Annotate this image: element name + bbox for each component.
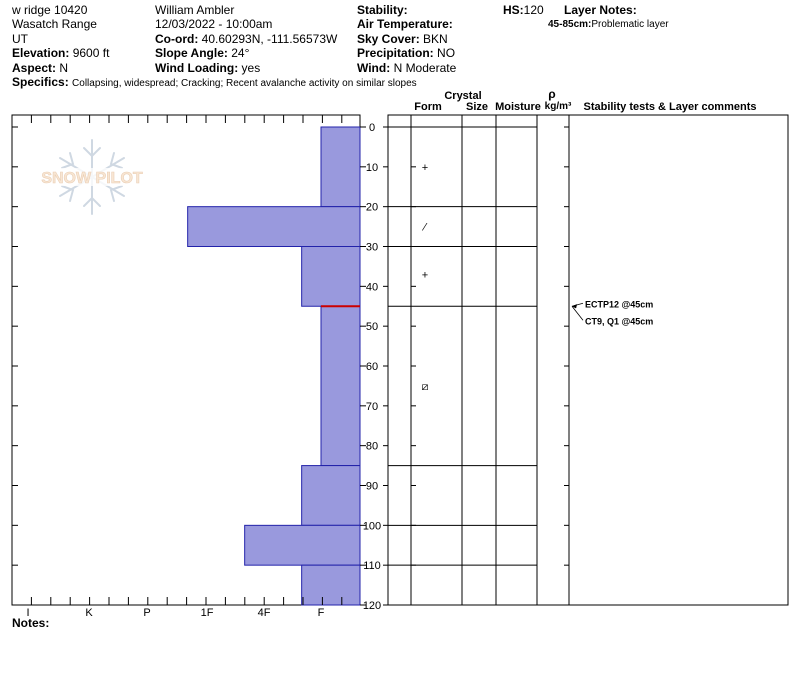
precip-value: NO <box>437 46 456 60</box>
depth-label-100: 100 <box>363 520 381 532</box>
stability-test-label-1: CT9, Q1 @45cm <box>585 316 653 326</box>
observation-datetime: 12/03/2022 - 10:00am <box>155 17 273 31</box>
form-header: Form <box>414 101 442 113</box>
hardness-bar-4 <box>301 465 361 526</box>
wind-value: N Moderate <box>393 61 457 75</box>
coordinates: Co-ord: 40.60293N, -111.56573W <box>155 32 337 46</box>
hardness-tick-label-I: I <box>26 607 29 619</box>
hardness-top-ticks <box>11 115 343 123</box>
depth-label-80: 80 <box>366 441 378 453</box>
air-temp-label: Air Temperature: <box>357 17 453 31</box>
depth-label-0: 0 <box>369 122 375 134</box>
slope-label: Slope Angle: <box>155 46 228 60</box>
snowpilot-watermark: SNOW PILOT <box>30 139 154 215</box>
moisture-header: Moisture <box>495 101 541 113</box>
hardness-tick-label-4F: 4F <box>258 607 271 619</box>
precipitation: Precipitation: NO <box>357 46 455 60</box>
snow-height: HS:120 <box>503 3 544 17</box>
layer-notes-label: Layer Notes: <box>564 3 637 17</box>
stability-test-label-0: ECTP12 @45cm <box>585 299 653 309</box>
hardness-bar-2 <box>301 246 361 307</box>
grain-form-2: + <box>422 269 428 281</box>
crystal-header: Crystal <box>444 90 481 102</box>
notes-label: Notes: <box>12 616 50 630</box>
depth-label-70: 70 <box>366 401 378 413</box>
hardness-tick-label-F: F <box>318 607 325 619</box>
rho-header: ρ <box>548 87 555 101</box>
wind-label: Wind: <box>357 61 391 75</box>
grain-form-1: ⁄ <box>421 222 428 234</box>
hardness-tick-label-1F: 1F <box>201 607 214 619</box>
observer-name: William Ambler <box>155 3 235 17</box>
slope-angle: Slope Angle: 24° <box>155 46 249 60</box>
elevation-label: Elevation: <box>12 46 70 60</box>
aspect: Aspect: N <box>12 61 68 75</box>
elevation-value: 9600 ft <box>72 46 110 60</box>
notes: Notes: <box>12 616 49 630</box>
hardness-bar-1 <box>187 206 361 248</box>
sky-cover: Sky Cover: BKN <box>357 32 448 46</box>
grain-form-0: + <box>422 162 428 174</box>
hardness-tick-label-K: K <box>85 607 93 619</box>
depth-axis: 0 10 20 30 40 50 60 70 80 90 100 110 120 <box>12 122 569 612</box>
depth-label-10: 10 <box>366 162 378 174</box>
wind-loading-value: yes <box>241 61 261 75</box>
hardness-bar-6 <box>301 564 361 606</box>
specifics-label: Specifics: <box>12 75 69 89</box>
wind: Wind: N Moderate <box>357 61 456 75</box>
hs-value: 120 <box>523 3 544 17</box>
hs-label: HS: <box>503 3 524 17</box>
wind-loading-label: Wind Loading: <box>155 61 239 75</box>
layer-notes: Layer Notes: <box>564 3 637 17</box>
coord-value: 40.60293N, -111.56573W <box>201 32 338 46</box>
layer-note-range: 45-85cm: <box>548 19 592 30</box>
specifics: Specifics: Collapsing, widespread; Crack… <box>12 75 417 91</box>
depth-label-60: 60 <box>366 361 378 373</box>
state-name: UT <box>12 32 28 46</box>
aspect-value: N <box>59 61 69 75</box>
density-unit-header: kg/m³ <box>545 101 572 112</box>
hardness-tick-label-P: P <box>143 607 150 619</box>
layer-note: 45-85cm:Problematic layer <box>548 18 669 32</box>
stability: Stability: <box>357 3 408 17</box>
size-header: Size <box>466 101 488 113</box>
aspect-label: Aspect: <box>12 61 57 75</box>
stability-header: Stability tests & Layer comments <box>583 101 756 113</box>
depth-label-120: 120 <box>363 600 381 612</box>
depth-label-90: 90 <box>366 481 378 493</box>
stability-label: Stability: <box>357 3 408 17</box>
depth-label-110: 110 <box>363 560 381 572</box>
hardness-bar-5 <box>244 524 361 566</box>
specifics-value: Collapsing, widespread; Cracking; Recent… <box>72 78 417 89</box>
hardness-bars <box>187 126 361 606</box>
location-name: w ridge 10420 <box>12 3 88 17</box>
stability-test-leader-1 <box>571 306 584 321</box>
slope-value: 24° <box>231 46 250 60</box>
sky-value: BKN <box>423 32 448 46</box>
elevation: Elevation: 9600 ft <box>12 46 109 60</box>
stability-test-arrowhead-1 <box>572 304 577 309</box>
hardness-bar-3 <box>320 305 361 467</box>
depth-label-40: 40 <box>366 281 378 293</box>
layer-grid-frame <box>387 114 789 606</box>
stability-tests: ECTP12 @45cm CT9, Q1 @45cm <box>571 299 653 326</box>
range-name: Wasatch Range <box>12 17 97 31</box>
coord-label: Co-ord: <box>155 32 199 46</box>
depth-label-50: 50 <box>366 321 378 333</box>
depth-label-20: 20 <box>366 202 378 214</box>
depth-label-30: 30 <box>366 242 378 254</box>
grain-form-3: ⧄ <box>422 381 429 393</box>
layer-boundaries <box>388 126 537 606</box>
precip-label: Precipitation: <box>357 46 434 60</box>
hardness-bar-0 <box>320 126 361 208</box>
grain-forms: + ⁄ + ⧄ <box>421 162 428 393</box>
layer-note-text: Problematic layer <box>591 19 669 30</box>
watermark-text: SNOW PILOT <box>41 170 143 187</box>
hardness-axis: I K P 1F 4F F <box>11 597 343 619</box>
wind-loading: Wind Loading: yes <box>155 61 260 75</box>
air-temperature: Air Temperature: <box>357 17 453 31</box>
sky-label: Sky Cover: <box>357 32 420 46</box>
